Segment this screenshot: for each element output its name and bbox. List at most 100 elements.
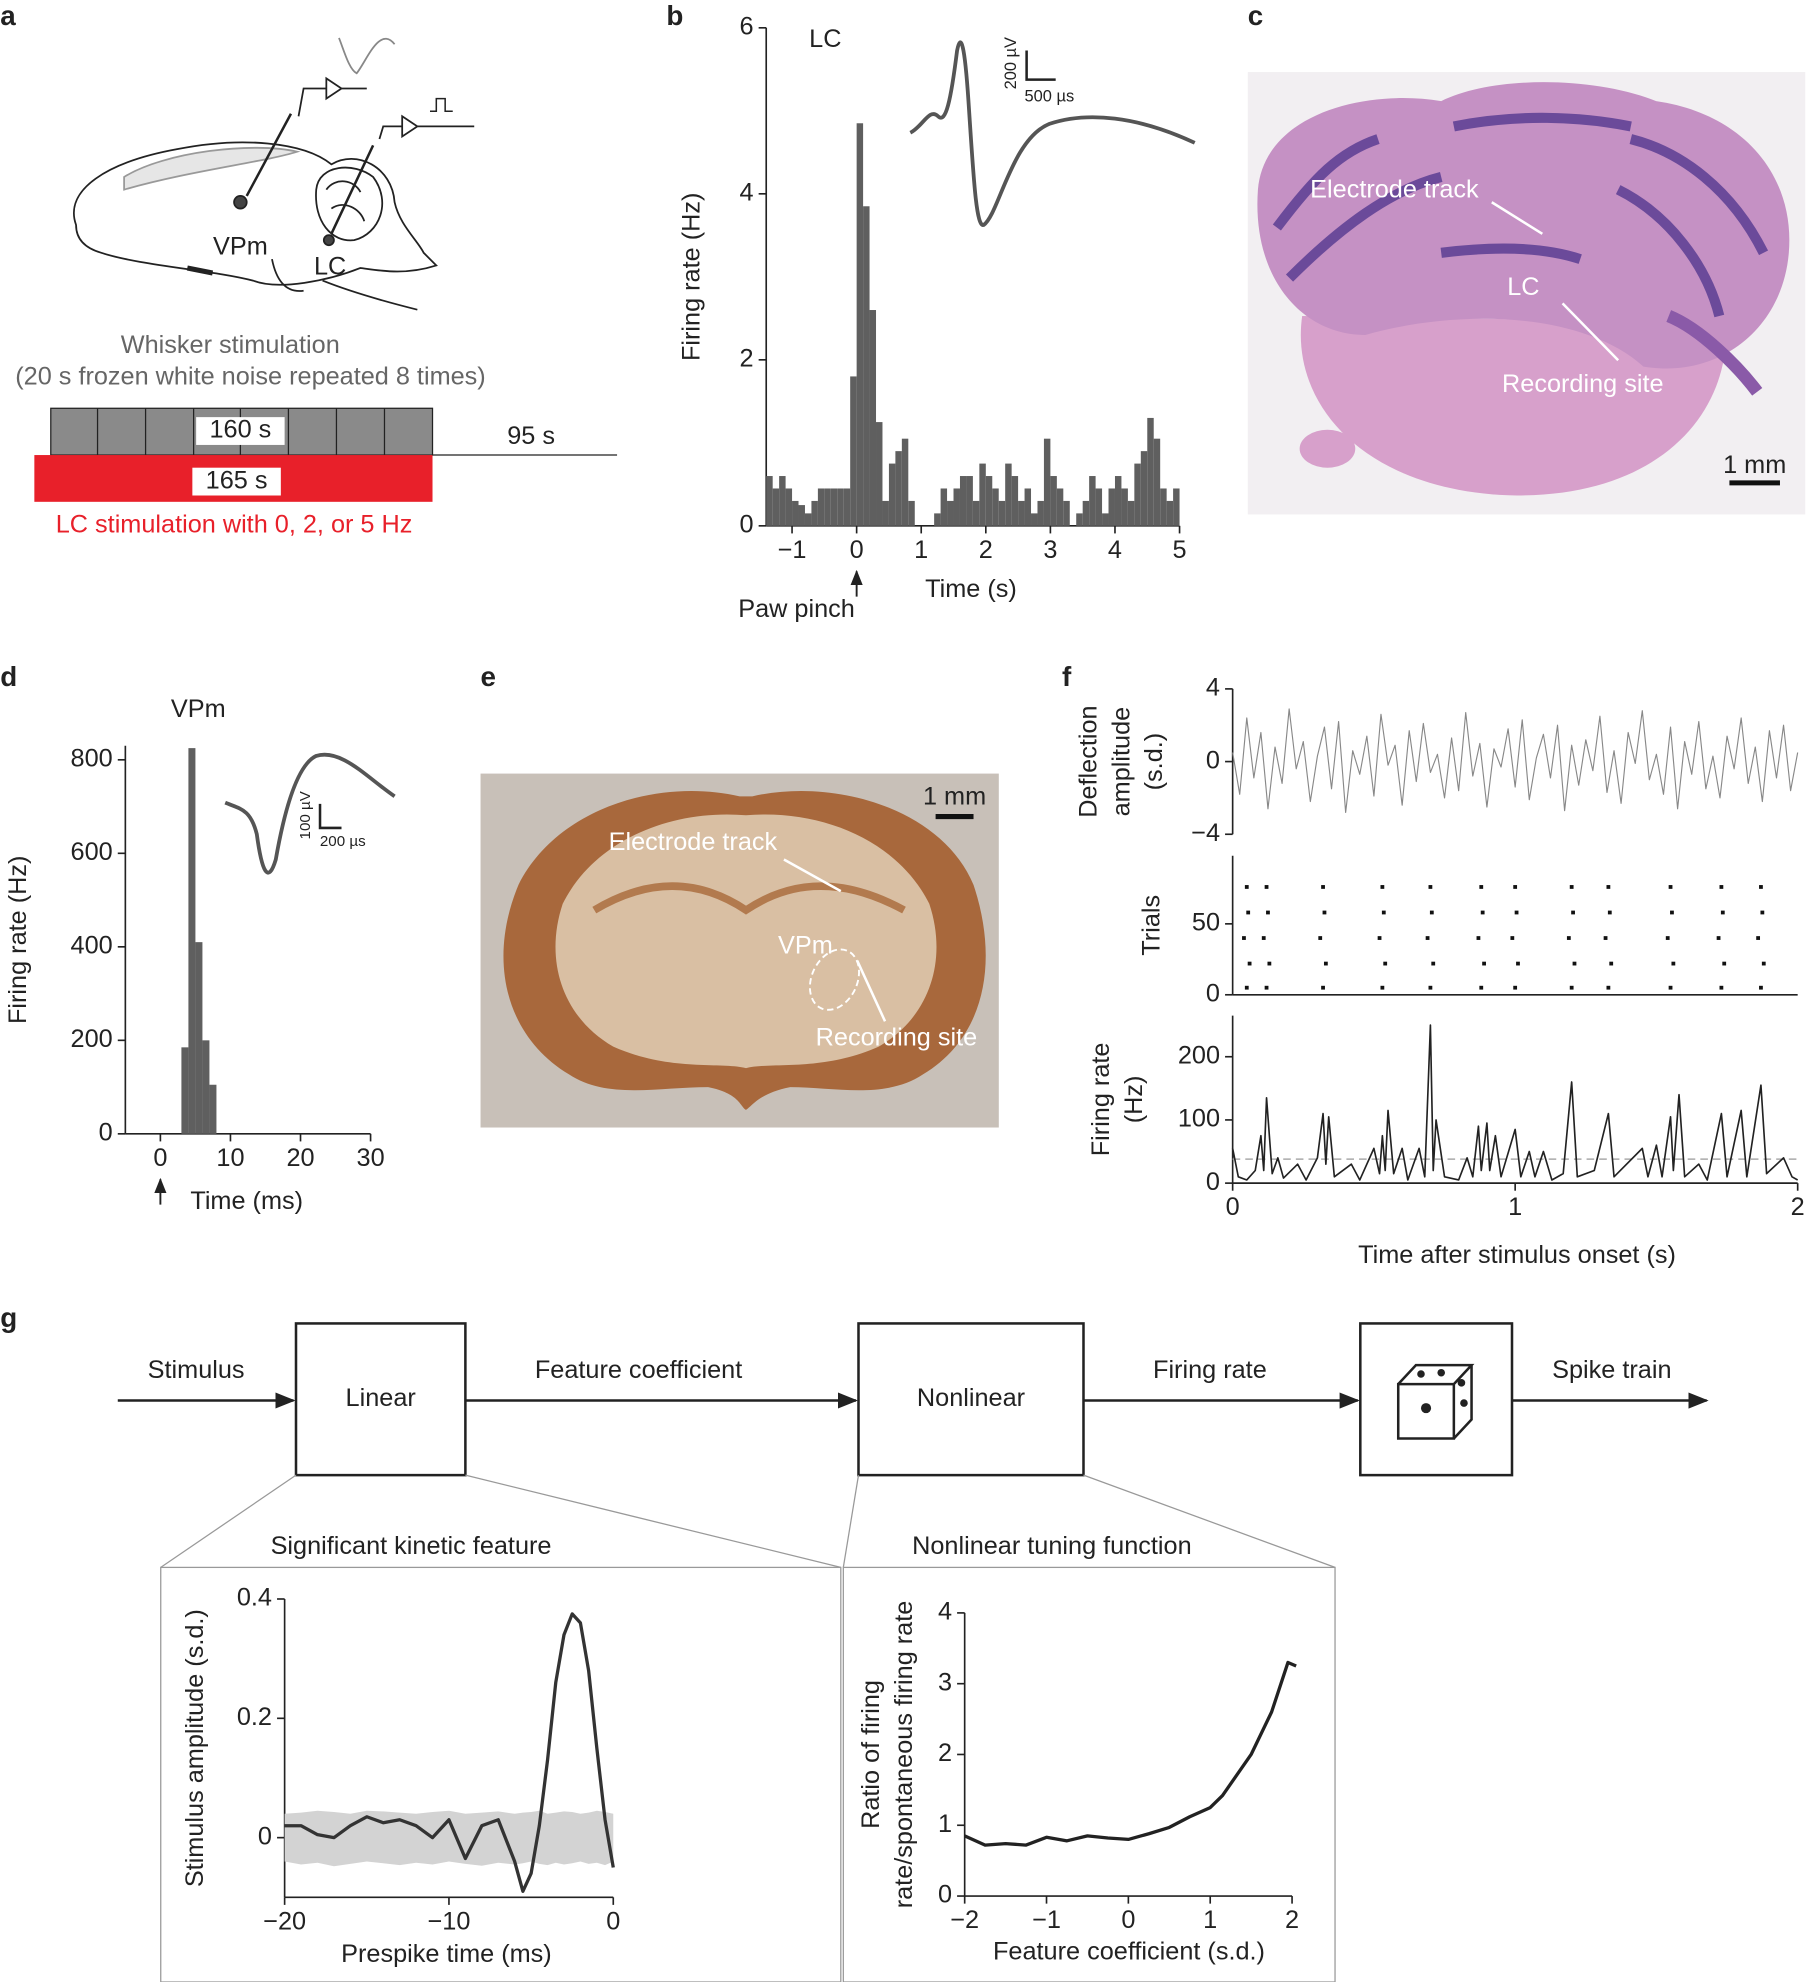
scale-label: 1 mm [923, 782, 986, 810]
x-tick-label: 4 [1108, 536, 1122, 564]
x-tick-label: −20 [263, 1907, 306, 1935]
raster-tick [1428, 885, 1433, 889]
raster-tick [1476, 936, 1481, 940]
histology-image [480, 773, 999, 1128]
raster-tick [1756, 936, 1761, 940]
x-tick-label: 1 [914, 536, 928, 564]
panel-label: g [0, 1302, 17, 1333]
bar [998, 500, 1006, 526]
raster-tick [1264, 985, 1269, 990]
bar [798, 505, 805, 526]
y-axis-label: Ratio of firing [857, 1680, 885, 1829]
x-axis-label: Feature coefficient (s.d.) [993, 1938, 1265, 1966]
y-axis-label: Stimulus amplitude (s.d.) [181, 1609, 209, 1887]
y-tick-label: 1 [938, 1810, 952, 1838]
y-tick-label: 0 [938, 1881, 952, 1909]
y-tick-label: 200 [71, 1025, 113, 1053]
protocol-title: Whisker stimulation [121, 331, 340, 359]
raster-tick [1247, 961, 1252, 966]
bar [1153, 438, 1161, 526]
raster-tick [1516, 961, 1520, 966]
raster-tick [1513, 985, 1518, 990]
bar [1063, 500, 1070, 526]
bar [895, 451, 902, 526]
y-axis-label: Firing rate [1087, 1043, 1115, 1157]
bar [1160, 488, 1167, 526]
bar [992, 488, 999, 526]
bar [953, 488, 960, 526]
raster-tick [1716, 936, 1721, 940]
y-axis-label: Deflection [1074, 705, 1102, 817]
bar [882, 500, 889, 526]
bar [934, 513, 941, 526]
x-axis-label: Time (ms) [190, 1187, 303, 1215]
raster-tick [1380, 985, 1385, 990]
bar [979, 463, 986, 526]
raster-tick [1322, 910, 1327, 915]
bar [1043, 438, 1051, 526]
y-tick-label: −4 [1191, 819, 1220, 847]
bar [1089, 476, 1096, 526]
raster-tick [1246, 910, 1251, 915]
bar [202, 1040, 210, 1134]
raster-tick [1668, 985, 1673, 990]
raster-tick [1482, 961, 1486, 966]
bar [1031, 513, 1038, 526]
x-tick-label: −1 [778, 536, 807, 564]
scale-label: 1 mm [1723, 451, 1786, 479]
y-tick-label: 100 [1178, 1105, 1220, 1133]
y-tick-label: 0.2 [237, 1703, 272, 1731]
raster-tick [1671, 961, 1676, 966]
brain-sketch [73, 37, 475, 311]
raster-tick [1759, 885, 1763, 889]
image-label: VPm [778, 931, 833, 959]
raster-tick [1665, 936, 1670, 940]
x-tick-label: 0 [153, 1144, 167, 1172]
bar [1011, 476, 1019, 526]
protocol-subtitle: (20 s frozen white noise repeated 8 time… [15, 363, 485, 391]
duration-label: 165 s [206, 466, 268, 494]
scale-label: 200 µV [1002, 37, 1020, 89]
x-tick-label: 0 [850, 536, 864, 564]
edge-label: Stimulus [148, 1356, 245, 1384]
bar [1082, 500, 1090, 526]
raster-tick [1480, 910, 1485, 915]
edge-label: Feature coefficient [535, 1356, 742, 1384]
stimulation-caption: LC stimulation with 0, 2, or 5 Hz [56, 511, 413, 539]
x-tick-label: 2 [979, 536, 993, 564]
x-tick-label: −1 [1032, 1906, 1061, 1934]
raster-tick [1267, 961, 1272, 966]
y-tick-label: 0 [99, 1119, 113, 1147]
raster-tick [1266, 910, 1270, 915]
bar [959, 476, 967, 526]
bar [1121, 488, 1128, 526]
y-tick-label: 2 [938, 1739, 952, 1767]
bar [1173, 488, 1180, 526]
x-tick-label: 20 [286, 1144, 314, 1172]
bar [1147, 417, 1154, 526]
bar [1056, 488, 1064, 526]
bar [817, 488, 825, 526]
panel-label: e [481, 661, 496, 692]
bar [1076, 513, 1083, 526]
raster-tick [1429, 910, 1434, 915]
chart-title: Nonlinear tuning function [912, 1532, 1192, 1560]
flow-diagram [117, 1322, 1709, 1982]
x-axis-label: Time after stimulus onset (s) [1358, 1241, 1676, 1269]
bar [766, 476, 773, 526]
bar [850, 376, 857, 526]
raster-tick [1321, 985, 1325, 990]
image-label: Electrode track [609, 828, 778, 856]
image-label: Electrode track [1310, 176, 1479, 204]
bar [1140, 451, 1148, 526]
bar [869, 310, 877, 526]
panel-label: c [1248, 0, 1263, 31]
panel-label: f [1062, 661, 1072, 692]
y-tick-label: 4 [938, 1598, 952, 1626]
raster-tick [1606, 985, 1611, 990]
bar [830, 488, 838, 526]
raster-tick [1513, 885, 1518, 889]
edge-label: Spike train [1552, 1356, 1671, 1384]
y-tick-label: 6 [740, 12, 754, 40]
y-tick-label: 0.4 [237, 1584, 272, 1612]
